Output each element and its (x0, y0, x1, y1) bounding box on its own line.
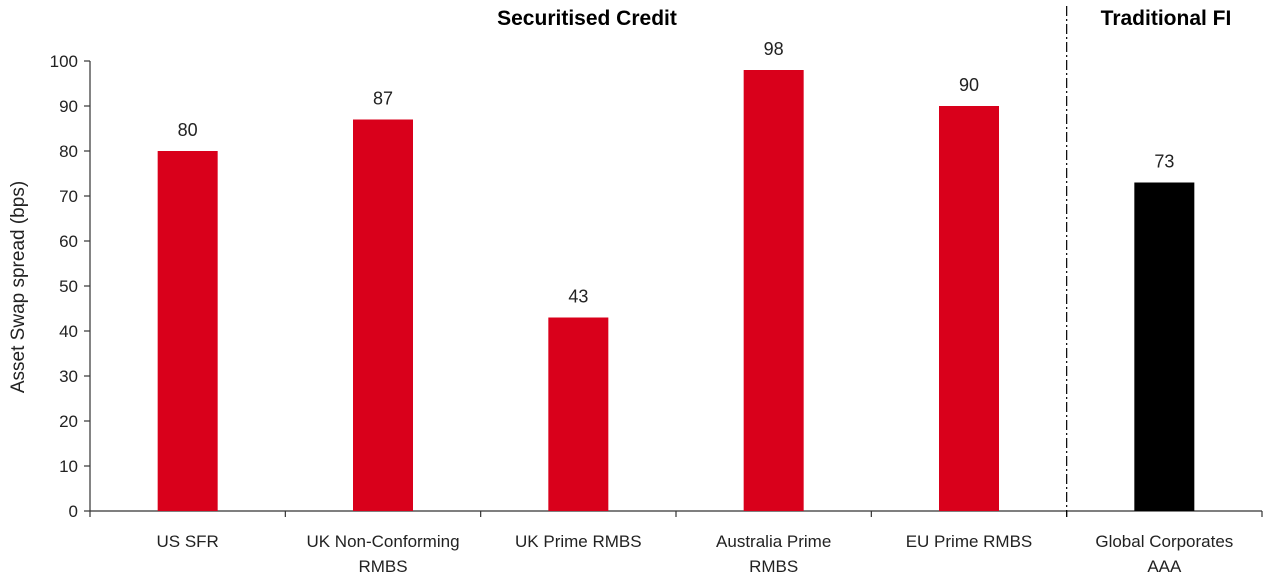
y-tick-label: 10 (59, 457, 78, 476)
bar (157, 151, 218, 511)
x-tick-label: US SFR (156, 532, 218, 551)
y-tick-label: 60 (59, 232, 78, 251)
x-tick-label-line: Global Corporates (1095, 532, 1233, 551)
y-tick-label: 80 (59, 142, 78, 161)
x-tick-label-line: RMBS (358, 557, 407, 576)
section-title-securitised-credit: Securitised Credit (497, 7, 677, 30)
y-tick-label: 50 (59, 277, 78, 296)
bar (1134, 182, 1195, 511)
data-label: 90 (959, 75, 979, 95)
x-tick-label-line: AAA (1147, 557, 1182, 576)
data-label: 80 (178, 120, 198, 140)
y-tick-label: 40 (59, 322, 78, 341)
data-label: 43 (568, 287, 588, 307)
y-tick-label: 20 (59, 412, 78, 431)
x-tick-label: UK Non-Conforming RMBS (306, 532, 459, 576)
y-tick-label: 70 (59, 187, 78, 206)
x-tick-label-line: US SFR (156, 532, 218, 551)
y-axis-title: Asset Swap spread (bps) (8, 181, 29, 393)
y-tick-label: 100 (50, 52, 78, 71)
plot-area: 0 10 20 30 40 50 60 70 80 90 100 80 US SFR 87 UK Non-C… (50, 6, 1263, 576)
y-tick-label: 30 (59, 367, 78, 386)
data-label: 87 (373, 89, 393, 109)
y-tick-label: 0 (69, 502, 78, 521)
x-tick-label-line: Australia Prime (716, 532, 831, 551)
x-tick-label: EU Prime RMBS (906, 532, 1033, 551)
x-tick-label-line: RMBS (749, 557, 798, 576)
bar (353, 119, 413, 511)
bar (743, 70, 804, 511)
x-tick-label-line: EU Prime RMBS (906, 532, 1033, 551)
section-title-traditional-fi: Traditional FI (1101, 7, 1232, 30)
data-label: 73 (1154, 152, 1174, 172)
bar (939, 106, 999, 511)
x-tick-label: Global Corporates AAA (1095, 532, 1233, 576)
data-label: 98 (764, 39, 784, 59)
x-tick-label: Australia Prime RMBS (716, 532, 831, 576)
bar (548, 317, 609, 511)
x-tick-label-line: UK Prime RMBS (515, 532, 642, 551)
x-tick-label: UK Prime RMBS (515, 532, 642, 551)
y-tick-label: 90 (59, 97, 78, 116)
x-tick-label-line: UK Non-Conforming (306, 532, 459, 551)
